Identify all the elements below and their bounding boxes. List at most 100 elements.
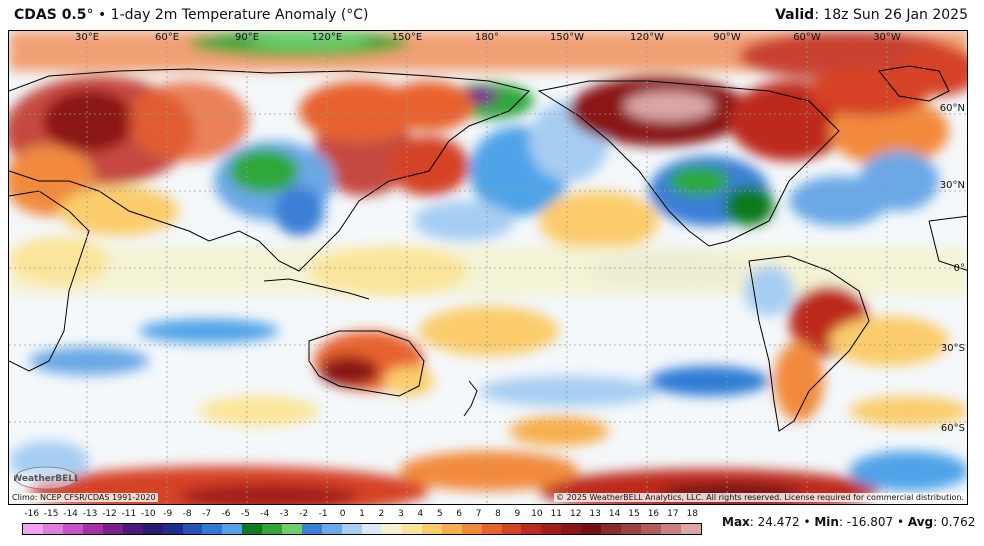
colorbar-tick-label: -12 [102, 509, 117, 519]
colorbar-segment [142, 524, 163, 534]
colorbar-tick-label: 14 [608, 509, 621, 519]
lat-label: 60°S [941, 423, 965, 434]
colorbar-tick-label: 18 [686, 509, 699, 519]
colorbar-segment [122, 524, 143, 534]
colorbar-tick-label: 5 [436, 509, 443, 519]
colorbar [22, 523, 702, 535]
colorbar-tick-label: -10 [140, 509, 156, 519]
colorbar-tick-label: -2 [299, 509, 309, 519]
avg-label: Avg [907, 515, 934, 529]
lon-label: 120°W [630, 32, 664, 43]
title-separator: • [93, 7, 111, 23]
colorbar-tick-label: -1 [318, 509, 328, 519]
colorbar-tick-label: -7 [202, 509, 212, 519]
colorbar-segment [82, 524, 103, 534]
colorbar-segment [262, 524, 283, 534]
climatology-note: Climo: NCEP CFSR/CDAS 1991-2020 [10, 493, 158, 502]
valid-time: Valid: 18z Sun 26 Jan 2025 [775, 7, 968, 23]
colorbar-segment [42, 524, 63, 534]
product-degree: ° [86, 7, 94, 23]
colorbar-segment [561, 524, 582, 534]
colorbar-tick-label: 11 [550, 509, 563, 519]
colorbar-tick-label: -13 [82, 509, 98, 519]
colorbar-tick-label: 1 [359, 509, 365, 519]
lon-label: 30°W [873, 32, 901, 43]
lon-label: 60°W [793, 32, 821, 43]
colorbar-tick-label: 7 [475, 509, 482, 519]
avg-value: : 0.762 [933, 515, 976, 529]
min-value: : -16.807 • [838, 515, 908, 529]
colorbar-segment [541, 524, 562, 534]
colorbar-tick-label: 3 [397, 509, 404, 519]
colorbar-tick-label: 2 [378, 509, 385, 519]
map-title: CDAS 0.5° • 1-day 2m Temperature Anomaly… [14, 7, 369, 23]
colorbar-tick-label: 17 [667, 509, 679, 519]
colorbar-tick-label: 6 [456, 509, 463, 519]
colorbar-segment [62, 524, 83, 534]
colorbar-tick-label: -11 [121, 509, 137, 519]
colorbar-tick-label: -9 [163, 509, 173, 519]
anomaly-map: 30°E 60°E 90°E 120°E 150°E 180° 150°W 12… [8, 30, 968, 505]
max-value: : 24.472 • [749, 515, 815, 529]
colorbar-segment [202, 524, 223, 534]
colorbar-segment [601, 524, 622, 534]
colorbar-segment [461, 524, 482, 534]
colorbar-segment [641, 524, 661, 534]
field-statistics: Max: 24.472 • Min: -16.807 • Avg: 0.762 [722, 515, 975, 529]
colorbar-segment [222, 524, 243, 534]
colorbar-tick-label: 15 [628, 509, 640, 519]
colorbar-segment [421, 524, 442, 534]
colorbar-segment [581, 524, 602, 534]
lon-label: 60°E [155, 32, 179, 43]
lon-label: 150°E [392, 32, 422, 43]
colorbar-tick-label: 9 [514, 509, 521, 519]
colorbar-tick-label: 0 [339, 509, 346, 519]
lat-label: 60°N [940, 103, 965, 114]
lon-label: 150°W [550, 32, 584, 43]
colorbar-segment [102, 524, 123, 534]
graticule [9, 31, 967, 504]
valid-label: Valid [775, 7, 815, 23]
colorbar-tick-label: 16 [647, 509, 660, 519]
product-name: CDAS 0.5 [14, 7, 87, 23]
colorbar-tick-label: -5 [240, 509, 250, 519]
colorbar-tick-label: -15 [43, 509, 59, 519]
lat-label: 0° [954, 263, 965, 274]
field-name: 1-day 2m Temperature Anomaly (°C) [110, 7, 369, 23]
colorbar-segment [242, 524, 263, 534]
colorbar-segment [521, 524, 542, 534]
lon-label: 120°E [312, 32, 342, 43]
weatherbell-logo: WeatherBELL [12, 466, 80, 490]
colorbar-segment [621, 524, 642, 534]
lon-label: 90°W [713, 32, 741, 43]
colorbar-tick-label: 4 [417, 509, 424, 519]
title-bar: CDAS 0.5° • 1-day 2m Temperature Anomaly… [0, 0, 984, 30]
colorbar-segment [282, 524, 303, 534]
latitude-labels: 60°N 30°N 0° 30°S 60°S [940, 103, 965, 434]
colorbar-segment [342, 524, 362, 534]
coastlines [9, 65, 967, 432]
colorbar-tick-label: -6 [221, 509, 231, 519]
anomaly-map-canvas: 30°E 60°E 90°E 120°E 150°E 180° 150°W 12… [9, 31, 967, 504]
max-label: Max [722, 515, 750, 529]
colorbar-tick-label: -14 [63, 509, 78, 519]
colorbar-ticks: -16 -15 -14 -13 -12 -11 -10 -9 -8 -7 -6 -5 -4 -3 -2 -1 0… [22, 508, 702, 522]
lon-label: 180° [475, 32, 499, 43]
copyright-notice: © 2025 WeatherBELL Analytics, LLC. All r… [554, 493, 966, 502]
colorbar-segment [661, 524, 681, 534]
colorbar-tick-label: 10 [531, 509, 543, 519]
colorbar-tick-label: -3 [279, 509, 289, 519]
colorbar-tick-label: -16 [24, 509, 40, 519]
colorbar-legend: -16 -15 -14 -13 -12 -11 -10 -9 -8 -7 -6 -5 -4 -3 -2 -1 0… [22, 508, 702, 544]
colorbar-segment [361, 524, 382, 534]
logo-text: WeatherBELL [14, 474, 78, 484]
colorbar-segment [182, 524, 203, 534]
colorbar-segment [322, 524, 342, 534]
lat-label: 30°S [941, 343, 965, 354]
colorbar-segment [441, 524, 462, 534]
colorbar-tick-label: -8 [182, 509, 192, 519]
lon-label: 30°E [75, 32, 99, 43]
lon-label: 90°E [235, 32, 259, 43]
min-label: Min [814, 515, 839, 529]
colorbar-segment [401, 524, 422, 534]
